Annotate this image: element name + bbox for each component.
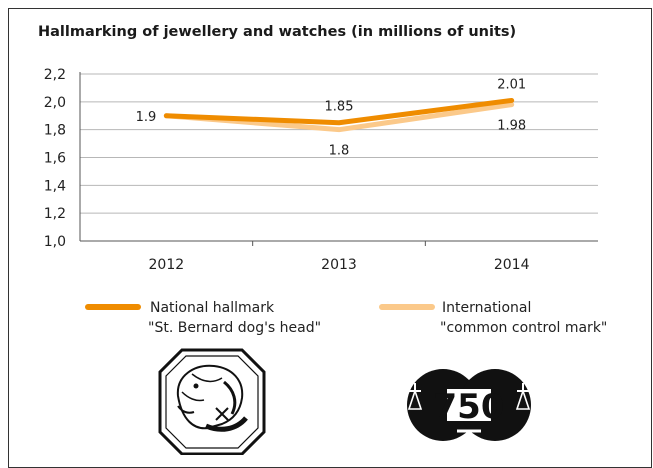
- data-label: 1.98: [497, 119, 526, 134]
- legend-label: "St. Bernard dog's head": [148, 320, 321, 336]
- y-tick-label: 1,6: [44, 151, 66, 167]
- legend: National hallmark "St. Bernard dog's head…: [85, 300, 607, 336]
- y-tick-label: 1,0: [44, 234, 66, 250]
- y-tick-label: 1,8: [44, 123, 66, 139]
- y-tick-label: 1,2: [44, 206, 66, 222]
- x-tick-label: 2013: [321, 257, 357, 273]
- x-tick-label: 2014: [494, 257, 530, 273]
- legend-label: "common control mark": [440, 320, 607, 336]
- line-chart: 1,0 1,2 1,4 1,6 1,8 2,0 2,2 2012 2013 2014 1.9 1.8…: [44, 67, 607, 455]
- data-label: 2.01: [497, 77, 526, 92]
- legend-label: National hallmark: [150, 300, 275, 316]
- svg-text:750: 750: [434, 387, 505, 427]
- data-labels: 1.9 1.85 2.01 1.8 1.98: [136, 77, 526, 158]
- st-bernard-hallmark-logo: [158, 348, 266, 455]
- legend-label: International: [442, 300, 531, 316]
- axes: 1,0 1,2 1,4 1,6 1,8 2,0 2,2 2012 2013 2014: [44, 67, 598, 273]
- data-label: 1.85: [325, 100, 354, 115]
- chart-title: Hallmarking of jewellery and watches (in…: [38, 24, 517, 40]
- y-tick-label: 1,4: [44, 178, 66, 194]
- series-line-0: [163, 97, 515, 126]
- y-tick-label: 2,2: [44, 67, 66, 83]
- data-label: 1.8: [329, 144, 350, 159]
- y-tick-label: 2,0: [44, 95, 66, 111]
- x-tick-label: 2012: [149, 257, 185, 273]
- data-label: 1.9: [136, 110, 157, 125]
- common-control-mark-logo: 750: [407, 369, 531, 441]
- series-lines: [163, 97, 515, 133]
